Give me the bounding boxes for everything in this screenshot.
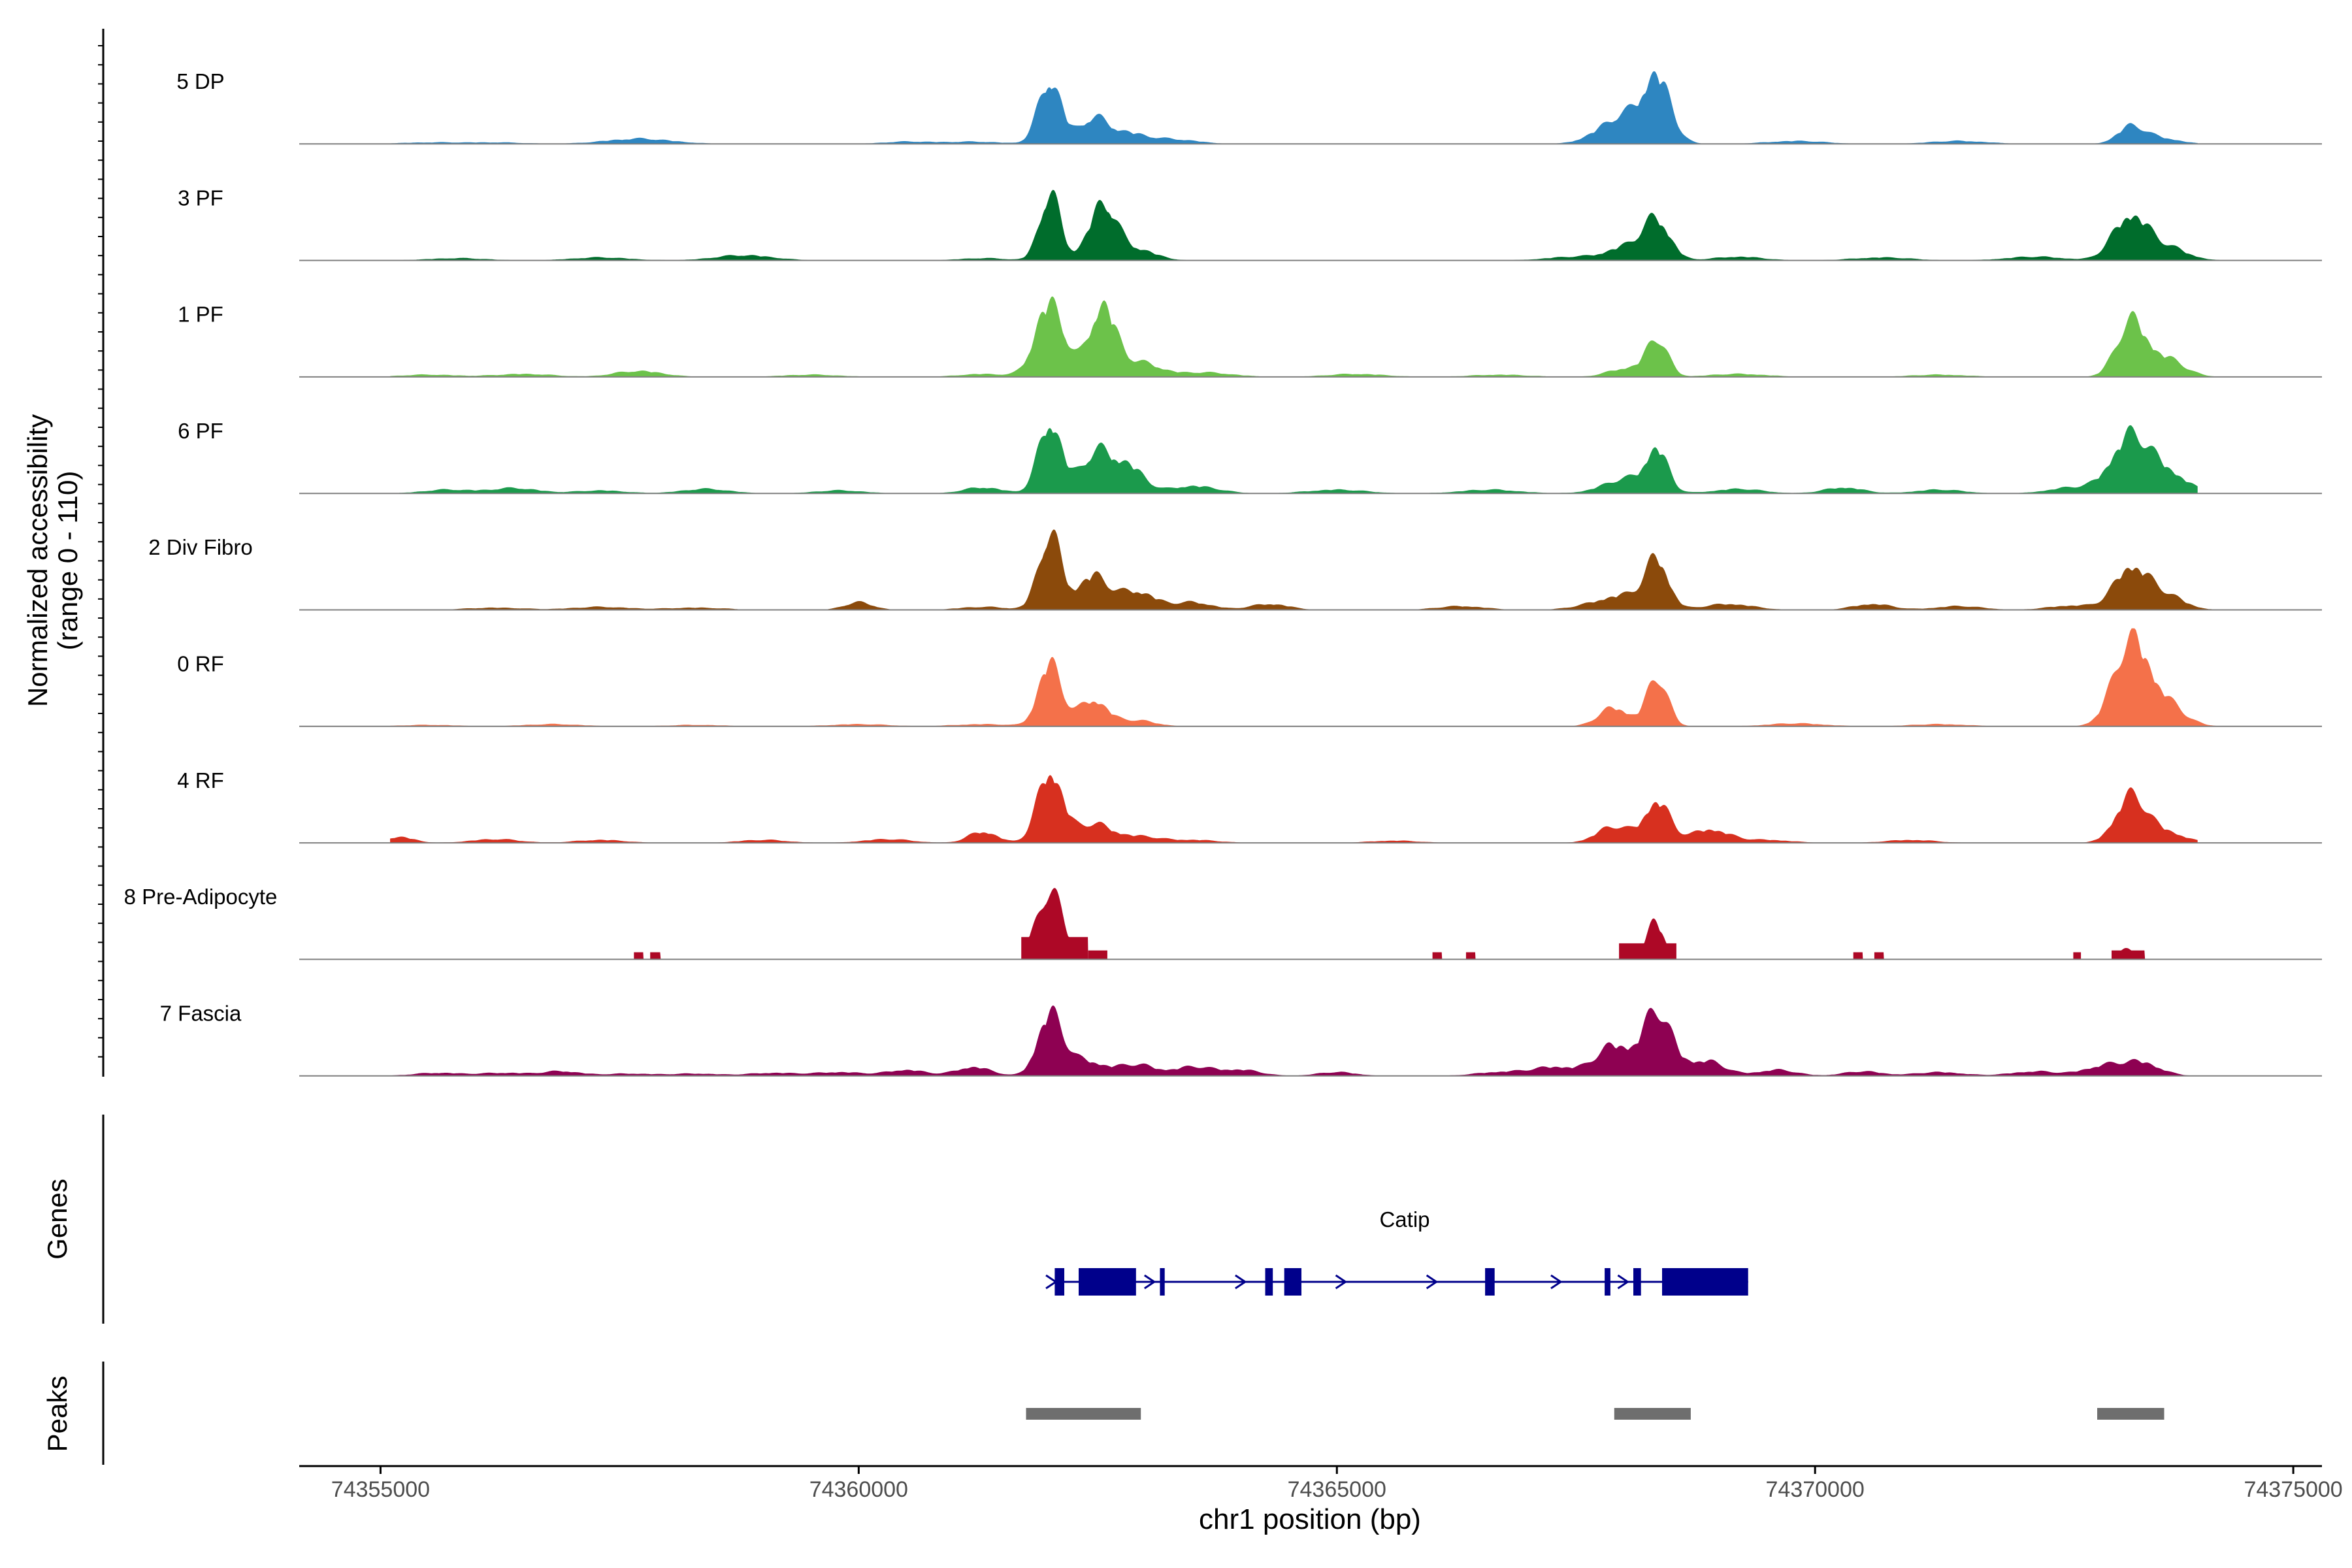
x-tick-label: 74370000: [1766, 1477, 1865, 1502]
track-label: 4 RF: [177, 768, 224, 792]
coverage-tracks: 5 DP 3 PF 1 PF 6 PF 2 Div Fibro 0 RF 4 RF 8 Pre…: [124, 69, 2322, 1077]
peak-region: [2097, 1408, 2164, 1420]
coverage-area: [390, 296, 2227, 377]
coverage-area: [390, 1005, 2227, 1076]
track-7-fascia: 7 Fascia: [160, 1001, 2322, 1077]
track-label: 3 PF: [178, 186, 223, 210]
gene-exon: [1485, 1268, 1495, 1296]
coverage-block: [650, 952, 661, 960]
coverage-block: [1088, 950, 1107, 960]
strand-arrow-icon: [1426, 1274, 1439, 1290]
gene-name-label: Catip: [1379, 1207, 1429, 1232]
strand-arrow-icon: [1143, 1274, 1156, 1290]
track-5-dp: 5 DP: [176, 69, 2322, 145]
strand-arrow-icon: [1550, 1274, 1563, 1290]
peak-region: [1614, 1408, 1691, 1420]
track-4-rf: 4 RF: [177, 768, 2322, 844]
gene-exon: [1605, 1268, 1610, 1296]
track-label: 5 DP: [176, 69, 224, 93]
coverage-block: [1853, 952, 1863, 960]
track-label: 2 Div Fibro: [148, 535, 253, 559]
coverage-block: [1874, 952, 1884, 960]
x-tick-label: 74365000: [1288, 1477, 1386, 1502]
track-label: 7 Fascia: [160, 1001, 242, 1025]
x-tick-label: 74360000: [809, 1477, 908, 1502]
track-label: 6 PF: [178, 419, 223, 443]
gene-exon: [1265, 1268, 1273, 1296]
strand-arrow-icon: [1335, 1274, 1348, 1290]
track-2-div-fibro: 2 Div Fibro: [148, 529, 2322, 611]
peaks-track: [102, 1362, 2164, 1465]
strand-arrow-icon: [1617, 1274, 1630, 1290]
coverage-area: [390, 775, 2198, 843]
track-0-rf: 0 RF: [177, 628, 2322, 727]
y-axis-label-line1: Normalized accessibility: [22, 414, 53, 707]
coverage-block: [2073, 952, 2082, 960]
genes-track: [102, 1115, 1748, 1324]
gene-exon: [1160, 1268, 1165, 1296]
y-axis: [98, 29, 105, 1077]
coverage-area: [390, 189, 2227, 261]
strand-arrow-icon: [1235, 1274, 1247, 1290]
genes-track-label: Genes: [42, 1179, 73, 1260]
coverage-area: [390, 628, 2227, 727]
x-tick-label: 74375000: [2244, 1477, 2342, 1502]
coverage-area: [390, 425, 2198, 494]
track-label: 0 RF: [177, 652, 224, 676]
x-axis-label: chr1 position (bp): [1199, 1503, 1421, 1535]
track-label: 1 PF: [178, 302, 223, 327]
gene-exon: [1284, 1268, 1301, 1296]
gene-exon: [1662, 1268, 1748, 1296]
peaks-track-label: Peaks: [42, 1376, 73, 1452]
track-6-pf: 6 PF: [178, 419, 2322, 495]
track-label: 8 Pre-Adipocyte: [124, 885, 278, 909]
coverage-block: [1432, 952, 1443, 960]
track-3-pf: 3 PF: [178, 186, 2322, 261]
track-1-pf: 1 PF: [178, 296, 2322, 378]
coverage-block: [1619, 918, 1676, 960]
x-axis: 74355000 74360000 74365000 74370000 74375000: [299, 1465, 2343, 1502]
gene-exon: [1633, 1268, 1641, 1296]
coverage-block: [1465, 952, 1476, 960]
track-8-pre-adipocyte: 8 Pre-Adipocyte: [124, 885, 2322, 960]
y-axis-label-line2: (range 0 - 110): [52, 471, 83, 651]
coverage-block: [2112, 948, 2146, 960]
coverage-block: [634, 952, 644, 960]
gene-exon: [1079, 1268, 1136, 1296]
coverage-area: [428, 529, 2227, 610]
peak-region: [1026, 1408, 1141, 1420]
gene-exon: [1054, 1268, 1064, 1296]
coverage-area: [390, 71, 2198, 144]
x-tick-label: 74355000: [331, 1477, 430, 1502]
coverage-block: [1021, 888, 1088, 960]
strand-arrow-icon: [1045, 1274, 1058, 1290]
